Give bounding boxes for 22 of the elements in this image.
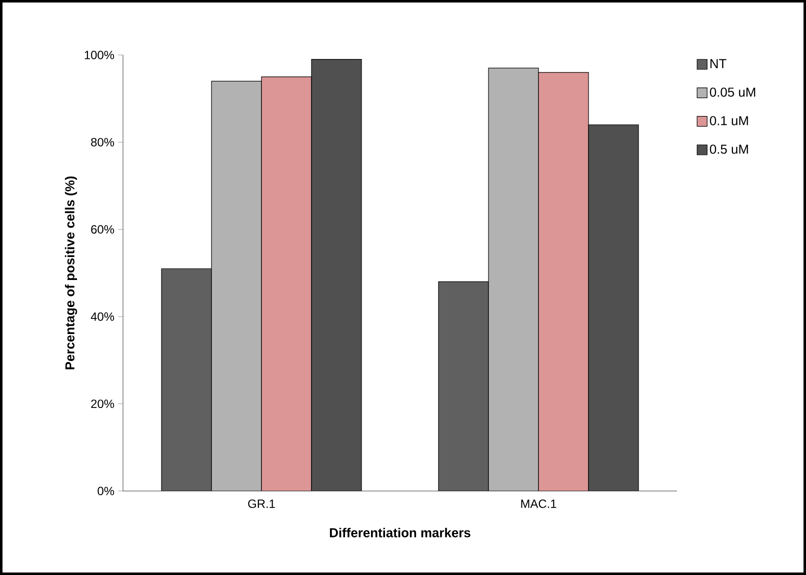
y-tick-label: 60%: [91, 225, 114, 234]
bar: [262, 76, 312, 491]
bar: [162, 268, 212, 491]
legend-label: 0.1 uM: [710, 116, 748, 126]
bar: [438, 281, 489, 491]
bar: [588, 124, 639, 491]
legend-label: 0.5 uM: [710, 144, 748, 154]
x-tick-label: MAC.1: [521, 500, 556, 508]
x-tick-label: GR.1: [248, 500, 275, 508]
legend-label: NT: [710, 59, 726, 68]
legend-label: 0.05 uM: [710, 88, 756, 97]
x-axis-title: Differentiation markers: [330, 528, 470, 538]
y-tick-label: 20%: [91, 400, 114, 408]
bar: [488, 68, 539, 491]
bar: [312, 59, 362, 491]
y-axis-title: Percentage of positive cells (%): [64, 176, 78, 370]
y-tick-label: 80%: [91, 138, 114, 146]
bar: [538, 72, 589, 491]
y-tick-label: 0%: [98, 486, 114, 496]
y-tick-label: 100%: [84, 50, 114, 60]
bar: [212, 81, 262, 491]
y-tick-label: 40%: [90, 312, 114, 321]
